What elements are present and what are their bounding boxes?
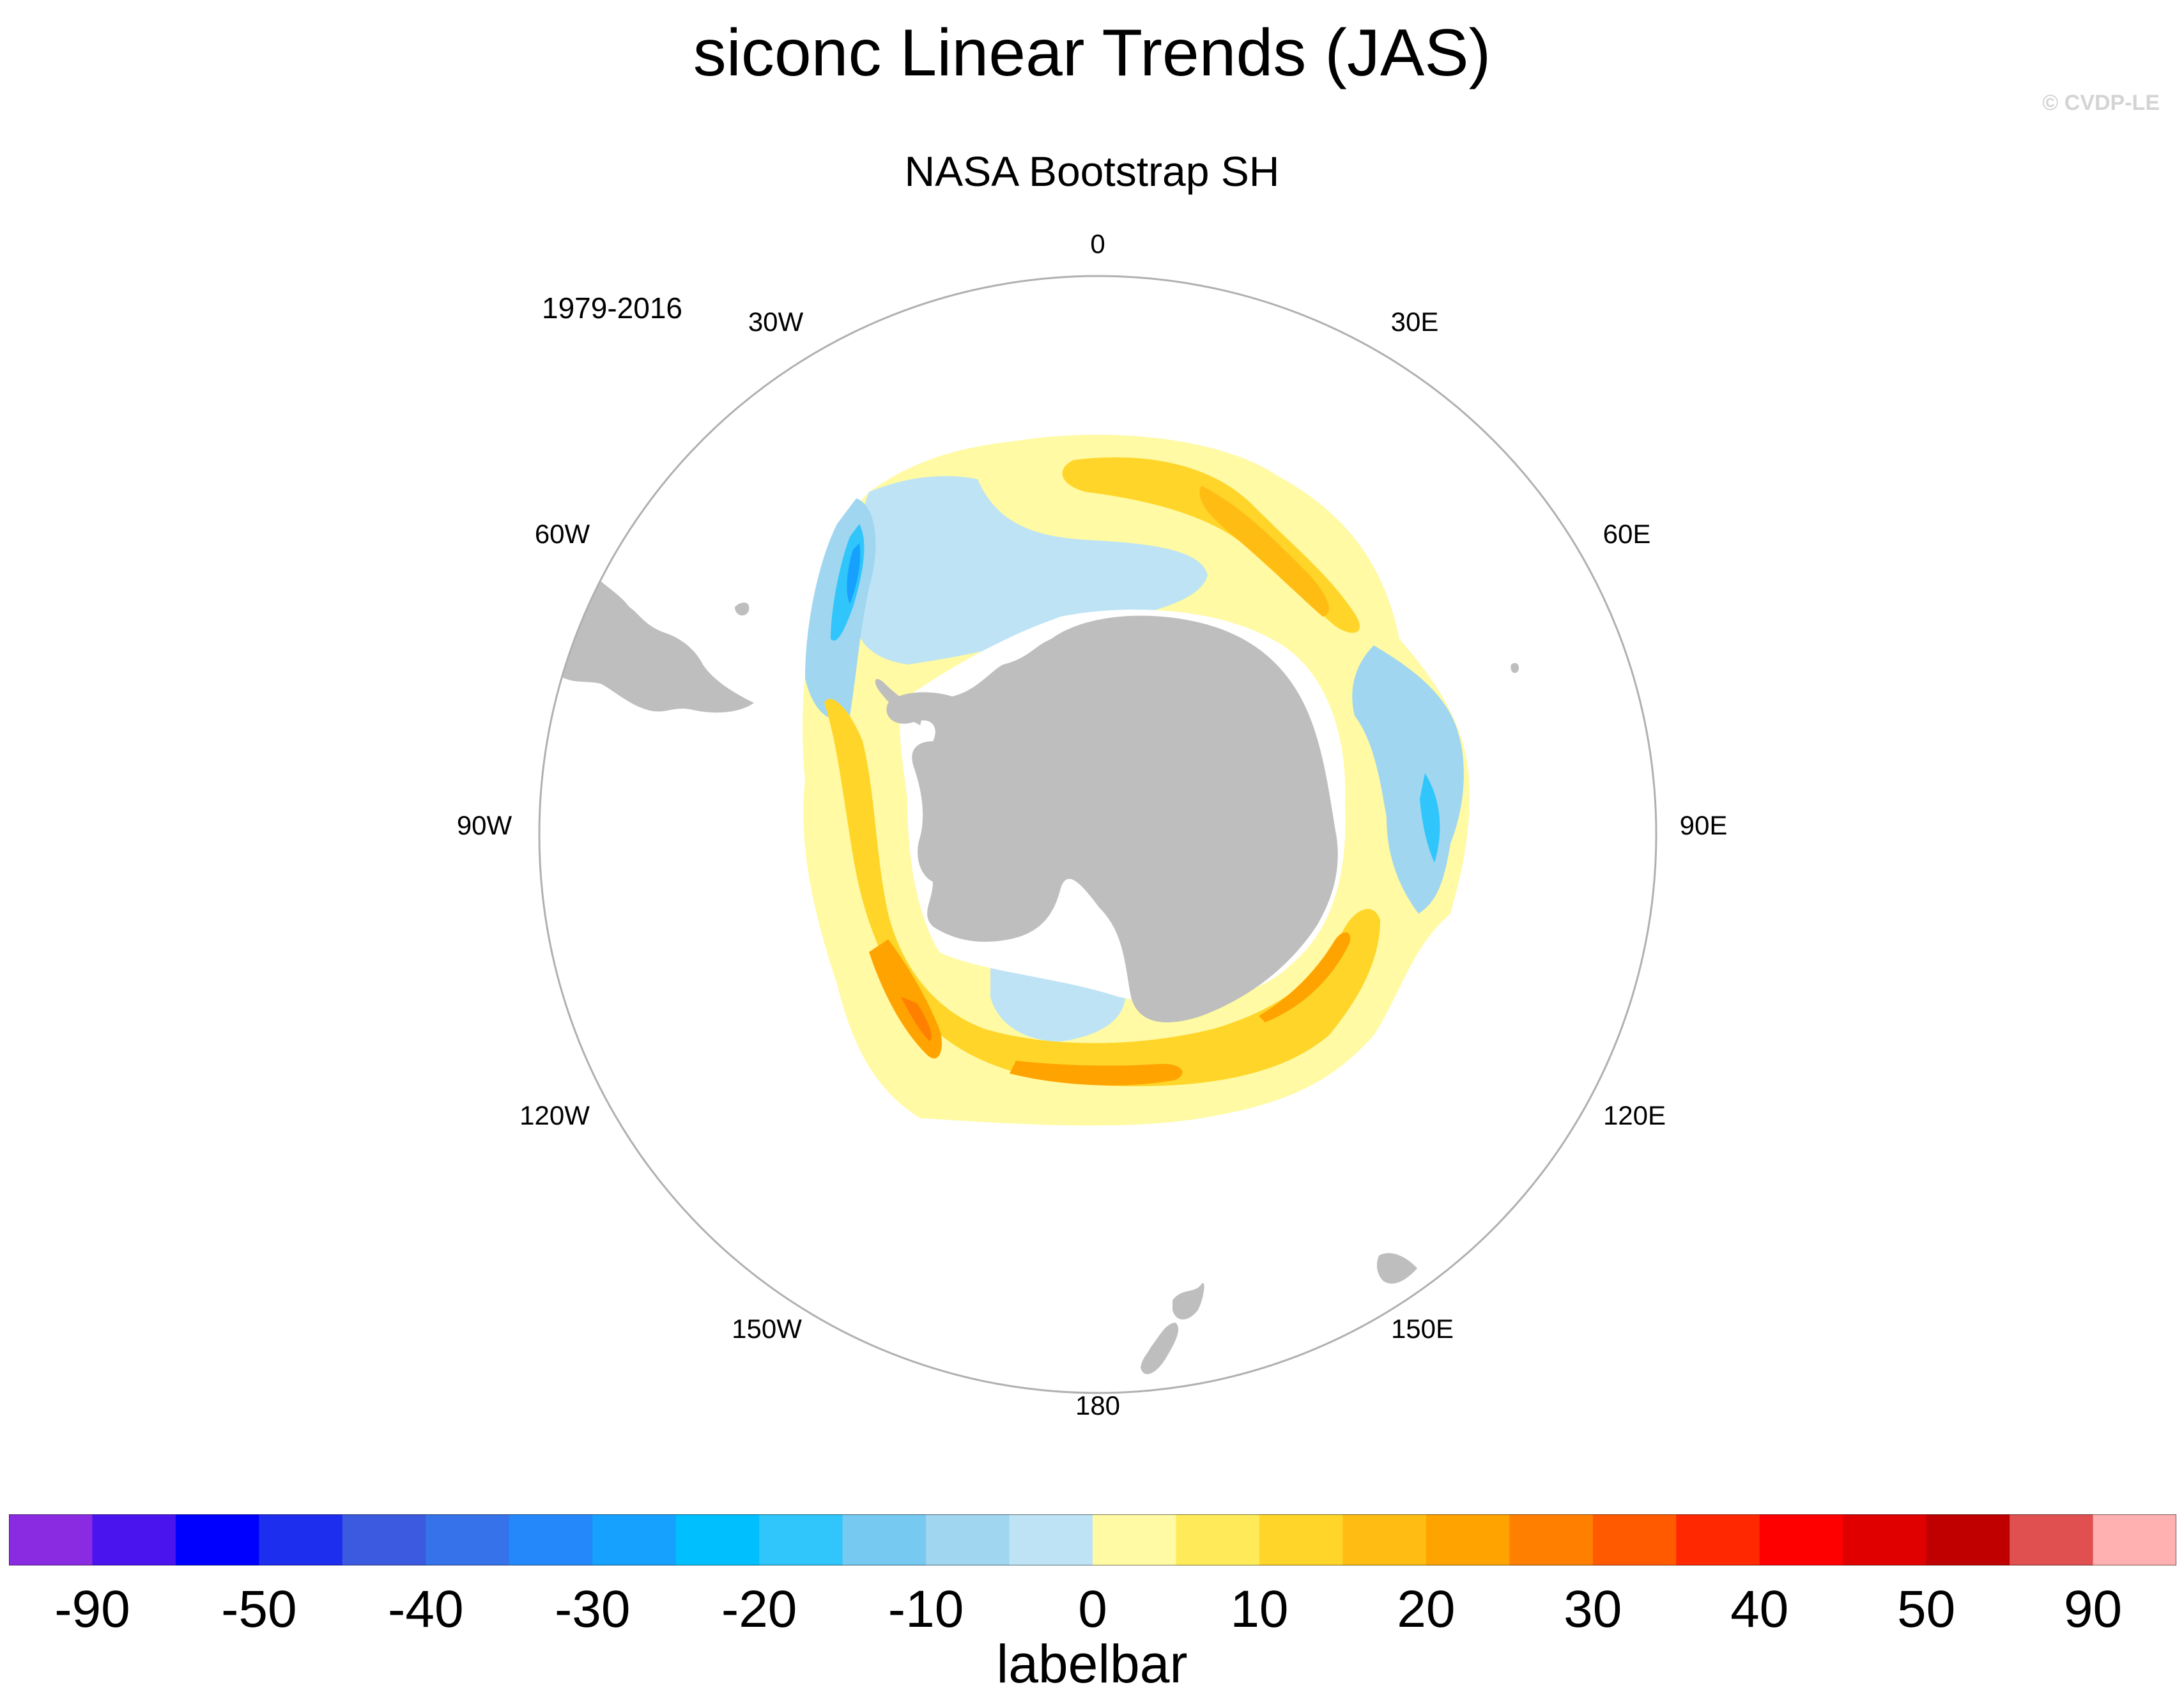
colorbar-title: labelbar [996,1634,1188,1694]
colorbar-box [1093,1514,1176,1565]
antarctica-landmass [886,615,1338,1022]
colorbar-tick-label: -40 [388,1580,464,1638]
colorbar-box [1676,1514,1760,1565]
colorbar-box [1926,1514,2010,1565]
trend-field-west-core [847,543,861,604]
lon-label-60w: 60W [534,519,590,549]
colorbar-box [509,1514,593,1565]
colorbar-box [759,1514,843,1565]
lon-label-120e: 120E [1603,1100,1666,1130]
trend-field-atlantic-core [1199,486,1329,617]
colorbar-box [1259,1514,1343,1565]
colorbar-tick-label: 50 [1897,1580,1956,1638]
plot-title: siconc Linear Trends (JAS) [693,16,1491,90]
colorbar-box [175,1514,259,1565]
colorbar-box [1592,1514,1677,1565]
lon-label-90w: 90W [456,810,512,840]
south-america-landmass [562,575,754,713]
land [562,575,1519,1374]
colorbar-tick-label: -10 [888,1580,964,1638]
colorbar-box [1759,1514,1843,1565]
colorbar-tick-label: 30 [1564,1580,1622,1638]
colorbar-box [1843,1514,1927,1565]
credit-watermark: © CVDP-LE [2042,91,2160,115]
plot-subtitle: NASA Bootstrap SH [904,148,1280,195]
colorbar-tick-label: 40 [1730,1580,1789,1638]
colorbar-box [9,1514,93,1565]
map-border [538,275,1657,1394]
period-label: 1979-2016 [542,291,682,325]
new-zealand-south [1141,1323,1179,1374]
lon-label-90e: 90E [1679,810,1728,840]
colorbar-box [259,1514,343,1565]
tasmania-island [1376,1253,1417,1284]
colorbar-box [1509,1514,1594,1565]
colorbar-box [675,1514,760,1565]
trend-field-amundsen-peak [901,997,932,1042]
colorbar-tick-label: 90 [2063,1580,2123,1638]
colorbar-box [1426,1514,1510,1565]
new-zealand-north [1173,1283,1204,1319]
colorbar-tick-label: 10 [1230,1580,1289,1638]
colorbar-tick-label: -20 [721,1580,797,1638]
lon-label-120w: 120W [519,1100,590,1130]
colorbar-box [926,1514,1010,1565]
colorbar-tick-label: -50 [221,1580,297,1638]
kerguelen-island [1511,663,1519,673]
antarctic-peninsula [875,679,923,725]
colorbar-box [842,1514,927,1565]
falkland-islands [735,603,750,616]
colorbar [9,1514,2176,1565]
colorbar-box [92,1514,176,1565]
colorbar-box [1342,1514,1427,1565]
lon-label-150e: 150E [1390,1314,1454,1344]
colorbar-box [426,1514,510,1565]
lon-label-30w: 30W [748,307,804,337]
trend-field-ross-core [1010,1061,1183,1086]
colorbar-tick-label: 0 [1078,1580,1107,1638]
polar-map [538,275,1657,1394]
colorbar-tick-label: 20 [1397,1580,1456,1638]
colorbar-box [342,1514,426,1565]
lon-label-30e: 30E [1390,307,1439,337]
trend-field-east-strong [1420,773,1440,863]
lon-label-180: 180 [1075,1390,1121,1420]
lon-label-150w: 150W [732,1314,802,1344]
colorbar-box [1176,1514,1260,1565]
colorbar-box [2093,1514,2176,1565]
trend-field-east-core [1259,932,1351,1022]
colorbar-box [1009,1514,1093,1565]
colorbar-box [592,1514,677,1565]
colorbar-tick-label: -30 [554,1580,631,1638]
colorbar-tick-label: -90 [54,1580,130,1638]
colorbar-box [2010,1514,2094,1565]
lon-label-60e: 60E [1603,519,1651,549]
lon-label-0: 0 [1090,229,1105,259]
